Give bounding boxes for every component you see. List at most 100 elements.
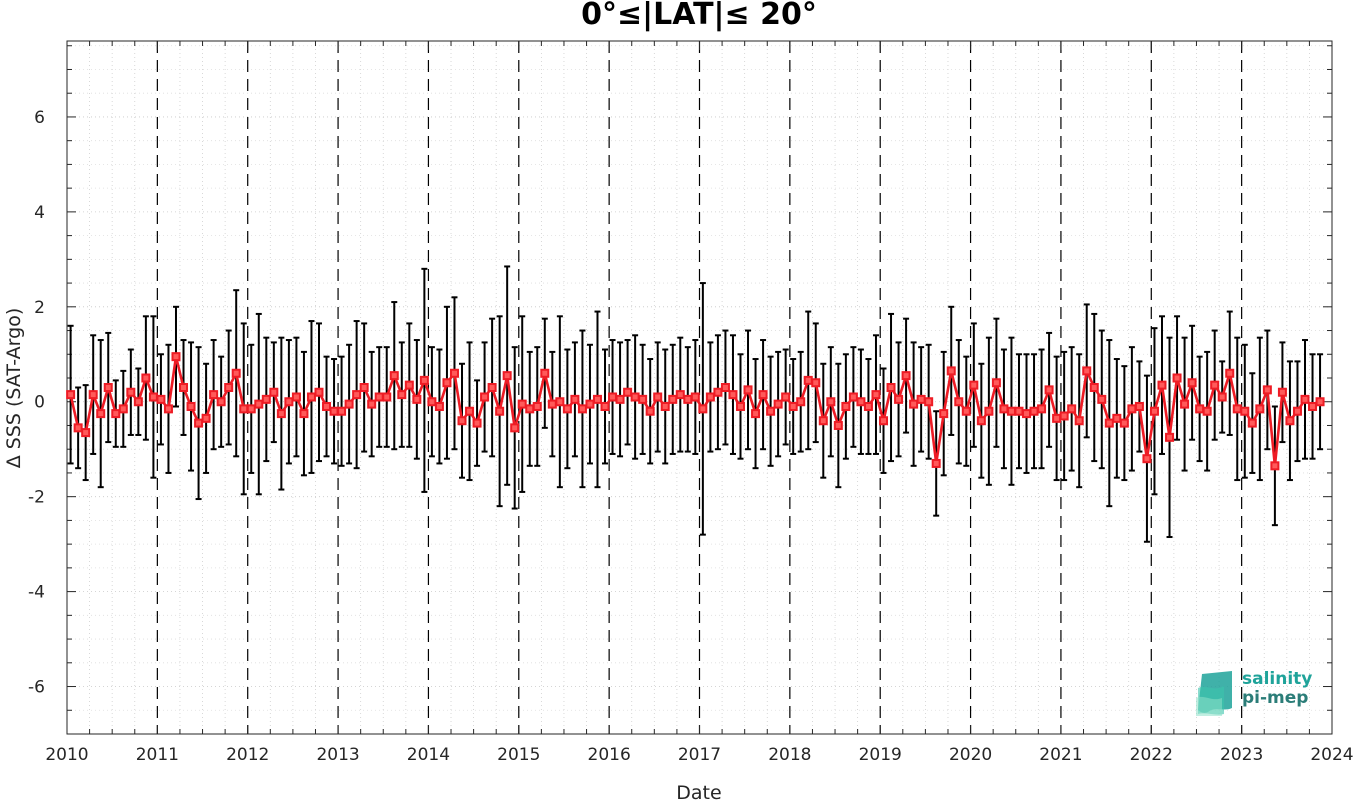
data-point [502,371,512,381]
data-point [1074,416,1084,426]
y-tick-labels: -6 -4 -2 0 2 4 6 [28,108,45,698]
data-point [690,392,700,402]
data-point [299,409,309,419]
data-point [781,392,791,402]
data-point [954,397,964,407]
y-tick-label: -6 [28,678,45,698]
data-point [1315,397,1325,407]
data-point [1059,411,1069,421]
data-point [976,416,986,426]
data-point [1119,418,1129,428]
y-tick-label: 2 [34,298,45,318]
wave-icon [1196,671,1232,716]
data-point [156,394,166,404]
data-point [848,392,858,402]
data-point [397,390,407,400]
data-point [638,394,648,404]
data-point [1255,404,1265,414]
data-point [615,394,625,404]
logo-line2: pi-mep [1242,688,1309,708]
data-point [1067,404,1077,414]
x-tick-label: 2019 [859,745,902,765]
data-point [254,399,264,409]
data-point [359,383,369,392]
x-tick-label: 2018 [768,745,811,765]
y-tick-label: 6 [34,108,45,128]
data-point [1157,380,1167,390]
y-tick-label: 0 [34,393,45,413]
data-point [419,375,429,385]
data-point [1082,366,1092,376]
data-point [1240,406,1250,416]
x-tick-label: 2017 [678,745,721,765]
data-point [856,397,866,407]
data-point [1187,378,1197,388]
data-point [194,418,204,428]
data-point [472,418,482,428]
data-point [630,392,640,402]
data-point [916,394,926,404]
data-point [585,399,595,409]
data-point [276,409,286,419]
y-tick-label: -2 [28,488,45,508]
data-point [291,392,301,402]
data-point [894,394,904,404]
data-point [322,401,332,411]
data-point [465,406,475,416]
data-point [796,397,806,407]
data-point [1285,416,1295,426]
data-point [209,390,219,400]
data-point [1089,383,1099,392]
data-point [314,387,324,397]
data-point [103,383,113,392]
data-point [284,397,294,407]
data-point [623,387,633,397]
x-tick-label: 2022 [1130,745,1173,765]
data-point [246,404,256,414]
data-point [592,394,602,404]
data-point [306,392,316,402]
data-point [1044,385,1054,395]
data-point [1112,413,1122,423]
x-tick-label: 2024 [1310,745,1353,765]
data-point [735,401,745,411]
data-point [329,406,339,416]
data-point [826,397,836,407]
x-tick-label: 2021 [1039,745,1082,765]
data-point [1217,392,1227,402]
data-point [382,392,392,402]
data-point [931,458,941,468]
y-axis-label: Δ SSS (SAT-Argo) [3,308,25,468]
x-tick-label: 2016 [588,745,631,765]
x-tick-label: 2012 [226,745,269,765]
data-point [540,368,550,378]
data-point [600,401,610,411]
chart-title: 0°≤|LAT|≤ 20° [581,0,817,32]
data-point [1210,380,1220,390]
data-point [337,406,347,416]
axis-ticks [66,41,1333,735]
data-point [1142,454,1152,464]
data-point [766,406,776,416]
x-tick-label: 2014 [407,745,450,765]
data-point [751,409,761,419]
data-point [495,406,505,416]
data-point [728,390,738,400]
data-point [991,378,1001,388]
data-point [389,371,399,381]
data-point [1247,418,1257,428]
data-point [1225,368,1235,378]
data-point [705,392,715,402]
data-point [608,392,618,402]
data-point [216,397,226,407]
x-tick-labels: 2010 2011 2012 2013 2014 2015 2016 2017 2018 2019… [45,745,1353,765]
data-point [909,399,919,409]
data-point [88,390,98,400]
data-point [179,383,189,392]
data-point [1277,387,1287,397]
data-point [1232,404,1242,414]
data-point [886,383,896,392]
data-point [1202,406,1212,416]
data-point [879,416,889,426]
